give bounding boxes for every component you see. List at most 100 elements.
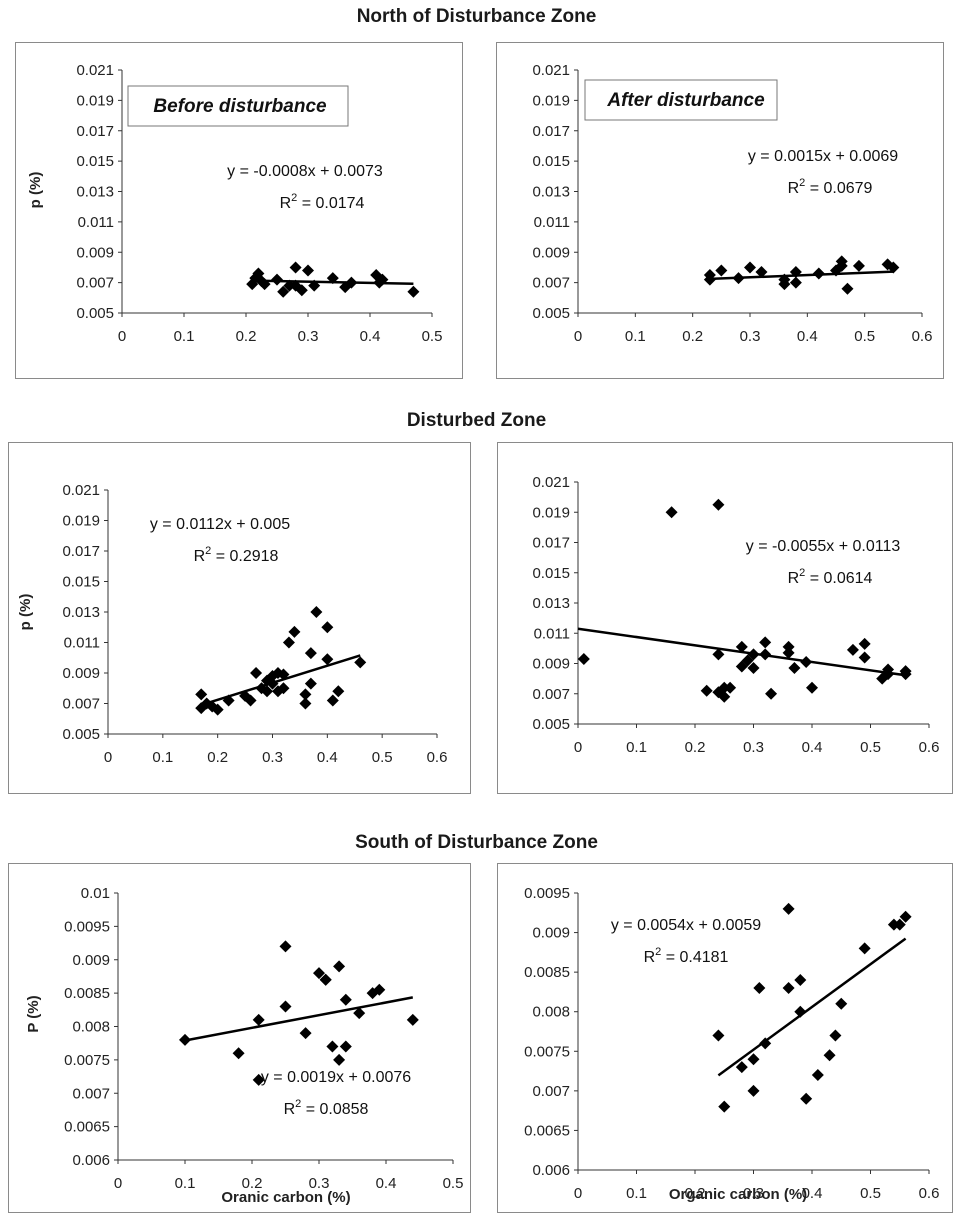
data-point bbox=[339, 993, 352, 1006]
data-point bbox=[829, 1029, 842, 1042]
x-tick-label: 0.1 bbox=[626, 739, 647, 756]
data-point bbox=[283, 279, 296, 292]
data-point bbox=[250, 667, 263, 679]
trend-equation: y = 0.0015x + 0.0069 bbox=[748, 148, 898, 165]
x-tick-label: 0.2 bbox=[236, 328, 257, 345]
y-tick-label: 0.005 bbox=[532, 305, 570, 322]
chart-5: 0.006 0.0065 0.007 0.0075 0.008 0.0085 0.009 0.… bbox=[25, 885, 463, 1206]
trend-equation: y = 0.0112x + 0.005 bbox=[150, 516, 290, 533]
data-point bbox=[724, 681, 737, 694]
data-point bbox=[577, 652, 590, 665]
trend-equation: y = -0.0008x + 0.0073 bbox=[227, 163, 383, 180]
x-tick-label: 0.1 bbox=[175, 1175, 196, 1192]
data-point bbox=[806, 681, 818, 694]
r-squared: R2 = 0.0679 bbox=[788, 177, 873, 197]
x-tick-label: 0.1 bbox=[626, 1185, 647, 1202]
data-point bbox=[373, 983, 386, 996]
y-tick-label: 0.011 bbox=[534, 625, 570, 642]
y-tick-label: 0.011 bbox=[534, 214, 570, 231]
data-point bbox=[271, 273, 283, 286]
data-point bbox=[313, 967, 325, 980]
x-tick-label: 0.2 bbox=[682, 328, 703, 345]
data-point bbox=[858, 651, 871, 664]
y-tick-label: 0.007 bbox=[532, 686, 570, 703]
y-tick-label: 0.0075 bbox=[524, 1043, 570, 1060]
data-point bbox=[782, 981, 795, 994]
data-point bbox=[310, 606, 323, 618]
x-tick-label: 0.3 bbox=[743, 1185, 764, 1202]
x-tick-label: 0.3 bbox=[743, 739, 764, 756]
x-tick-label: 0.3 bbox=[309, 1175, 330, 1192]
x-tick-label: 0.4 bbox=[802, 1185, 823, 1202]
data-point bbox=[841, 282, 854, 295]
data-point bbox=[789, 276, 802, 289]
data-point bbox=[811, 1069, 824, 1082]
data-point bbox=[782, 640, 795, 653]
data-point bbox=[712, 498, 725, 511]
data-point bbox=[899, 910, 912, 923]
data-point bbox=[718, 690, 731, 703]
y-tick-label: 0.007 bbox=[532, 275, 570, 292]
trend-equation: y = 0.0054x + 0.0059 bbox=[611, 917, 761, 934]
x-tick-label: 0.4 bbox=[802, 739, 823, 756]
data-point bbox=[846, 643, 859, 656]
data-point bbox=[735, 640, 748, 653]
data-point bbox=[753, 981, 766, 994]
data-point bbox=[782, 646, 795, 659]
x-tick-label: 0.6 bbox=[919, 1185, 940, 1202]
x-tick-label: 0.3 bbox=[262, 749, 283, 766]
y-tick-label: 0.0095 bbox=[64, 918, 110, 935]
data-point bbox=[339, 1040, 352, 1053]
chart-3: 0.005 0.007 0.009 0.011 0.013 0.015 0.017 0.019… bbox=[17, 482, 447, 766]
data-point bbox=[747, 1084, 760, 1097]
label-box bbox=[584, 79, 778, 121]
data-point bbox=[261, 685, 274, 698]
x-tick-label: 0.1 bbox=[152, 749, 173, 766]
x-tick-label: 0.4 bbox=[797, 328, 818, 345]
data-point bbox=[252, 1073, 265, 1086]
label-box-text: After disturbance bbox=[606, 90, 765, 111]
y-tick-label: 0.021 bbox=[62, 482, 100, 499]
y-tick-label: 0.007 bbox=[532, 1083, 570, 1100]
y-tick-label: 0.0065 bbox=[524, 1122, 570, 1139]
data-point bbox=[277, 682, 290, 695]
r-squared: R2 = 0.4181 bbox=[644, 946, 729, 966]
y-tick-label: 0.007 bbox=[76, 275, 114, 292]
data-point bbox=[299, 697, 312, 710]
section-title-north: North of Disturbance Zone bbox=[356, 6, 597, 27]
y-tick-label: 0.01 bbox=[81, 885, 110, 902]
data-point bbox=[735, 1061, 748, 1074]
y-tick-label: 0.005 bbox=[532, 716, 570, 733]
y-tick-label: 0.008 bbox=[72, 1019, 110, 1036]
data-point bbox=[858, 942, 871, 955]
data-point bbox=[332, 685, 345, 698]
trendline bbox=[200, 654, 361, 707]
x-axis-label: Organic carbon (%) bbox=[669, 1186, 807, 1203]
x-tick-label: 0.2 bbox=[207, 749, 228, 766]
data-point bbox=[333, 1053, 346, 1066]
y-tick-label: 0.006 bbox=[72, 1152, 110, 1169]
r-squared: R2 = 0.0174 bbox=[280, 192, 365, 212]
chart-2: 0.005 0.007 0.009 0.011 0.013 0.015 0.017 0.019… bbox=[532, 62, 932, 345]
data-point bbox=[759, 636, 772, 649]
data-point bbox=[700, 684, 713, 697]
x-tick-label: 0.6 bbox=[427, 749, 448, 766]
y-tick-label: 0.005 bbox=[62, 726, 100, 743]
data-point bbox=[319, 973, 332, 986]
x-axis-label: Oranic carbon (%) bbox=[221, 1189, 350, 1206]
y-tick-label: 0.007 bbox=[62, 696, 100, 713]
x-tick-label: 0.2 bbox=[685, 1185, 706, 1202]
chart-1: 0.005 0.007 0.009 0.011 0.013 0.015 0.017 0.019… bbox=[27, 62, 442, 345]
label-box bbox=[127, 85, 349, 127]
x-tick-label: 0.4 bbox=[317, 749, 338, 766]
x-tick-label: 0.5 bbox=[422, 328, 443, 345]
y-tick-label: 0.021 bbox=[76, 62, 114, 79]
y-tick-label: 0.0065 bbox=[64, 1119, 110, 1136]
data-point bbox=[858, 637, 871, 650]
data-point bbox=[295, 284, 308, 297]
x-tick-label: 0 bbox=[574, 739, 582, 756]
y-tick-label: 0.015 bbox=[62, 574, 100, 591]
data-point bbox=[289, 261, 302, 274]
y-tick-label: 0.013 bbox=[532, 595, 570, 612]
